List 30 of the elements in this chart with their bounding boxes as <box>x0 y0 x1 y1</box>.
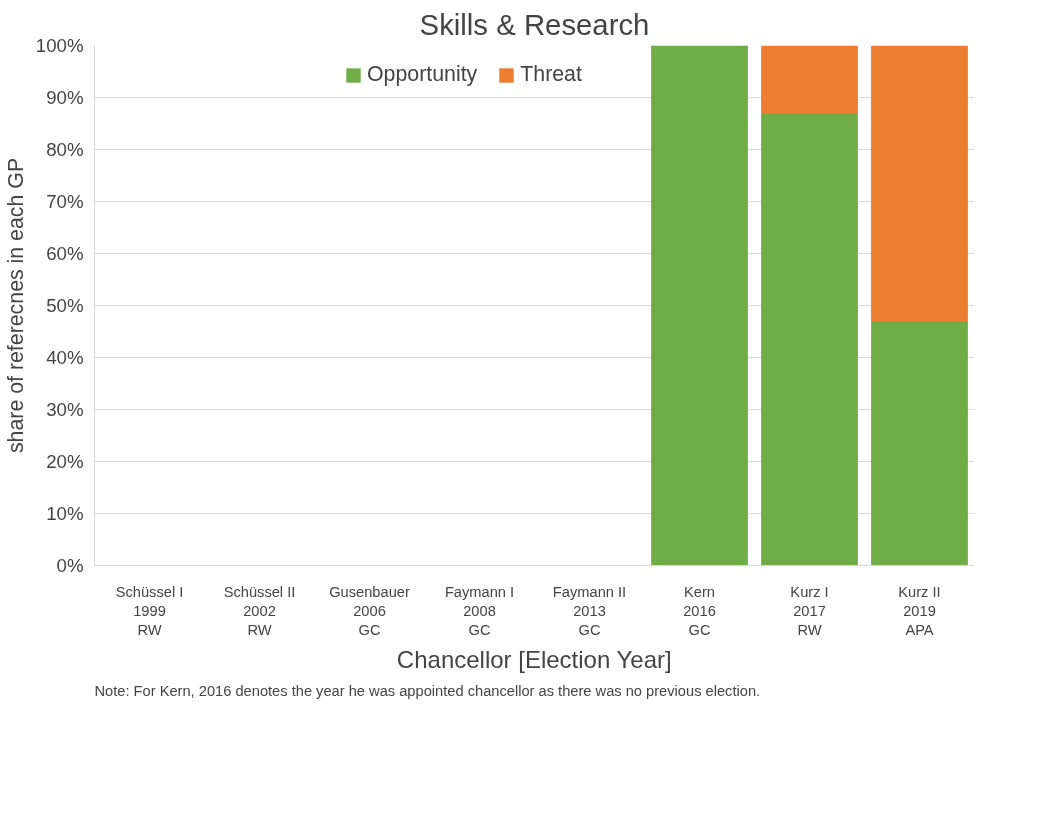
y-tick-label: 70% <box>46 191 84 212</box>
y-tick-label: 40% <box>46 347 84 368</box>
x-tick-label: Kern 2016 GC <box>683 583 716 638</box>
legend-label: Opportunity <box>367 62 478 87</box>
x-tick-label: Schüssel I 1999 RW <box>115 583 184 638</box>
bar <box>761 113 858 566</box>
y-axis-title: share of referecnes in each GP <box>3 157 28 454</box>
y-tick-label: 100% <box>35 35 84 56</box>
y-tick-label: 80% <box>46 139 84 160</box>
y-tick-label: 10% <box>46 503 84 524</box>
y-tick-label: 30% <box>46 399 84 420</box>
bar <box>761 45 858 114</box>
x-tick-label: Gusenbauer 2006 GC <box>329 583 410 638</box>
x-tick-label: Kurz II 2019 APA <box>898 583 941 638</box>
x-axis-title: Chancellor [Election Year] <box>396 645 672 673</box>
x-tick-label: Kurz I 2017 RW <box>790 583 829 638</box>
y-tick-label: 90% <box>46 87 84 108</box>
chart-title: Skills & Research <box>419 7 650 41</box>
bar <box>651 45 748 566</box>
bar <box>871 45 968 322</box>
y-tick-label: 50% <box>46 295 84 316</box>
x-tick-label: Faymann II 2013 GC <box>552 583 627 638</box>
text: Note: For Kern, 2016 denotes the year he was appointed chancellor as there was no previous election. <box>94 682 761 699</box>
y-tick-label: 20% <box>46 451 84 472</box>
y-tick-label: 60% <box>46 243 84 264</box>
x-tick-label: Schüssel II 2002 RW <box>223 583 296 638</box>
x-tick-label: Faymann I 2008 GC <box>444 583 515 638</box>
y-tick-label: 0% <box>56 555 84 576</box>
bar <box>871 321 968 566</box>
legend-label: Threat <box>520 62 582 87</box>
